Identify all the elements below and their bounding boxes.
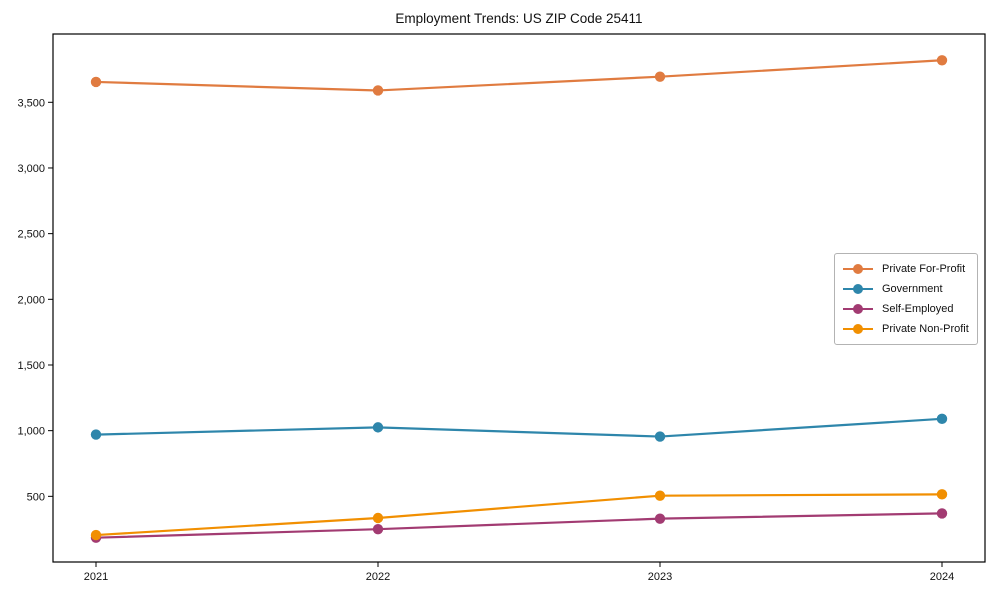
y-tick-label: 500 [27, 491, 45, 503]
data-point-self-employed [936, 508, 948, 519]
legend: Private For-Profit Government Self-Employe… [834, 253, 978, 345]
chart-title: Employment Trends: US ZIP Code 25411 [395, 11, 643, 26]
y-tick-label: 3,500 [17, 97, 45, 109]
legend-item-government: Government [843, 283, 969, 295]
legend-marker-icon [843, 303, 873, 315]
plot-border [52, 33, 986, 563]
legend-item-private-for-profit: Private For-Profit [843, 263, 969, 275]
y-tick-label: 2,000 [17, 294, 45, 306]
legend-marker-icon [843, 323, 873, 335]
data-point-self-employed [372, 523, 384, 535]
data-point-private-for-profit [372, 85, 384, 96]
legend-label: Government [882, 283, 943, 295]
data-point-private-for-profit [654, 71, 666, 82]
legend-item-private-non-profit: Private Non-Profit [843, 323, 969, 335]
data-point-government [90, 429, 102, 440]
y-tick-label: 3,000 [17, 163, 45, 175]
data-point-private-non-profit [90, 529, 102, 541]
legend-label: Private For-Profit [882, 263, 966, 275]
data-point-private-non-profit [654, 490, 666, 501]
y-tick-label: 1,000 [17, 426, 45, 438]
x-tick-label: 2023 [648, 571, 672, 583]
legend-marker-icon [843, 263, 873, 275]
data-point-government [936, 413, 948, 425]
legend-item-self-employed: Self-Employed [843, 303, 969, 315]
data-point-government [372, 422, 384, 433]
series-line-private-non-profit [95, 493, 943, 537]
y-tick-label: 2,500 [17, 229, 45, 241]
series-line-government [95, 417, 943, 438]
legend-marker-icon [843, 283, 873, 295]
series-line-private-for-profit [95, 59, 943, 92]
legend-label: Private Non-Profit [882, 323, 969, 335]
data-point-private-for-profit [936, 55, 948, 66]
data-point-private-non-profit [936, 489, 948, 500]
x-tick-label: 2024 [930, 571, 954, 583]
data-point-government [654, 431, 666, 442]
data-point-private-non-profit [372, 512, 384, 524]
data-point-self-employed [654, 513, 666, 524]
data-point-private-for-profit [90, 76, 102, 88]
legend-label: Self-Employed [882, 303, 954, 315]
y-tick-label: 1,500 [17, 360, 45, 372]
x-tick-label: 2021 [84, 571, 108, 583]
series-line-self-employed [95, 512, 943, 539]
x-tick-label: 2022 [366, 571, 390, 583]
